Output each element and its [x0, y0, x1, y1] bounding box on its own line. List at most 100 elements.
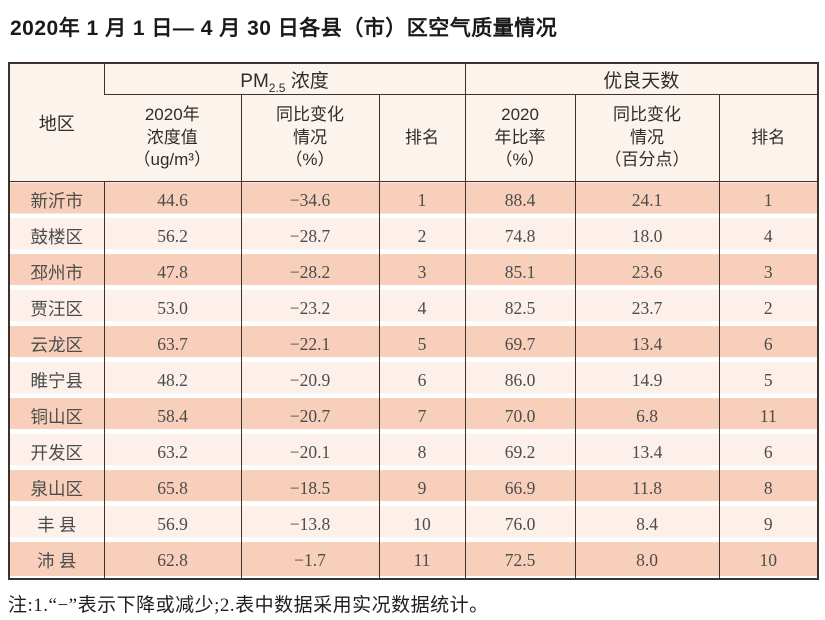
- rank-cell: 9: [378, 470, 466, 506]
- value-cell: 65.8: [103, 470, 241, 506]
- table-row: 开发区 63.2 −20.1 8 69.2 13.4 6: [9, 434, 819, 470]
- value-cell: −28.2: [240, 254, 379, 290]
- header-group-row: 地区 PM2.5 浓度 优良天数: [9, 63, 819, 182]
- table-row: 丰 县 56.9 −13.8 10 76.0 8.4 9: [9, 506, 819, 542]
- table-row: 沛 县 62.8 −1.7 11 72.5 8.0 10: [9, 542, 819, 579]
- rank-cell: 11: [378, 542, 466, 579]
- value-cell: −20.1: [240, 434, 379, 470]
- rank-cell: 7: [378, 398, 466, 434]
- rank-cell: 9: [718, 506, 819, 542]
- table-body: 新沂市 44.6 −34.6 1 88.4 24.1 1 鼓楼区 56.2 −2…: [9, 181, 819, 579]
- pm25-suffix: 浓度: [285, 70, 329, 92]
- header-good-change: 同比变化 情况 （百分点）: [574, 94, 720, 182]
- region-cell: 贾汪区: [9, 290, 104, 326]
- value-cell: 66.9: [464, 470, 576, 506]
- value-cell: 13.4: [574, 434, 720, 470]
- value-cell: 72.5: [464, 542, 576, 579]
- rank-cell: 3: [718, 254, 819, 290]
- pm25-subscript: 2.5: [268, 80, 286, 95]
- value-cell: 13.4: [574, 326, 720, 362]
- rank-cell: 6: [378, 362, 466, 398]
- region-cell: 沛 县: [9, 542, 104, 579]
- value-cell: 24.1: [574, 181, 720, 218]
- value-cell: 53.0: [103, 290, 241, 326]
- value-cell: 76.0: [464, 506, 576, 542]
- value-cell: 44.6: [103, 181, 241, 218]
- table-row: 鼓楼区 56.2 −28.7 2 74.8 18.0 4: [9, 218, 819, 254]
- region-cell: 新沂市: [9, 181, 104, 218]
- rank-cell: 2: [718, 290, 819, 326]
- value-cell: 82.5: [464, 290, 576, 326]
- value-cell: 18.0: [574, 218, 720, 254]
- rank-cell: 10: [378, 506, 466, 542]
- air-quality-table: 地区 PM2.5 浓度 优良天数 2020年 浓度值 （ug/m³） 同比变化 …: [8, 62, 820, 580]
- rank-cell: 3: [378, 254, 466, 290]
- rank-cell: 6: [718, 434, 819, 470]
- pm25-prefix: PM: [240, 70, 269, 92]
- value-cell: 58.4: [103, 398, 241, 434]
- value-cell: 47.8: [103, 254, 241, 290]
- value-cell: −34.6: [240, 181, 379, 218]
- region-cell: 鼓楼区: [9, 218, 104, 254]
- rank-cell: 4: [378, 290, 466, 326]
- table-row: 泉山区 65.8 −18.5 9 66.9 11.8 8: [9, 470, 819, 506]
- rank-cell: 1: [378, 181, 466, 218]
- value-cell: 74.8: [464, 218, 576, 254]
- table-row: 铜山区 58.4 −20.7 7 70.0 6.8 11: [9, 398, 819, 434]
- header-pm25-value: 2020年 浓度值 （ug/m³）: [104, 94, 241, 182]
- header-sub-row: 2020年 浓度值 （ug/m³） 同比变化 情况 （%） 排名 2020 年比…: [9, 94, 819, 182]
- value-cell: 69.7: [464, 326, 576, 362]
- rank-cell: 1: [718, 181, 819, 218]
- header-good-rank: 排名: [718, 94, 819, 182]
- value-cell: 63.2: [103, 434, 241, 470]
- header-good-rate: 2020 年比率 （%）: [464, 94, 576, 182]
- value-cell: 48.2: [103, 362, 241, 398]
- value-cell: −28.7: [240, 218, 379, 254]
- rank-cell: 5: [378, 326, 466, 362]
- value-cell: −20.7: [240, 398, 379, 434]
- rank-cell: 8: [718, 470, 819, 506]
- rank-cell: 10: [718, 542, 819, 579]
- value-cell: 85.1: [464, 254, 576, 290]
- rank-cell: 11: [718, 398, 819, 434]
- table-header: 地区 PM2.5 浓度 优良天数 2020年 浓度值 （ug/m³） 同比变化 …: [9, 63, 819, 182]
- value-cell: 86.0: [464, 362, 576, 398]
- page-title: 2020年 1 月 1 日— 4 月 30 日各县（市）区空气质量情况: [10, 17, 558, 40]
- value-cell: 8.0: [574, 542, 720, 579]
- table-row: 新沂市 44.6 −34.6 1 88.4 24.1 1: [9, 181, 819, 218]
- value-cell: 63.7: [103, 326, 241, 362]
- value-cell: 88.4: [464, 181, 576, 218]
- region-cell: 丰 县: [9, 506, 104, 542]
- region-cell: 云龙区: [9, 326, 104, 362]
- header-good-days-group: 优良天数: [464, 63, 819, 95]
- region-cell: 睢宁县: [9, 362, 104, 398]
- value-cell: 62.8: [103, 542, 241, 579]
- rank-cell: 2: [378, 218, 466, 254]
- value-cell: −13.8: [240, 506, 379, 542]
- value-cell: 14.9: [574, 362, 720, 398]
- value-cell: −1.7: [240, 542, 379, 579]
- value-cell: 23.6: [574, 254, 720, 290]
- table-row: 睢宁县 48.2 −20.9 6 86.0 14.9 5: [9, 362, 819, 398]
- value-cell: 8.4: [574, 506, 720, 542]
- header-pm25-group: PM2.5 浓度: [103, 63, 466, 95]
- table-row: 云龙区 63.7 −22.1 5 69.7 13.4 6: [9, 326, 819, 362]
- region-cell: 开发区: [9, 434, 104, 470]
- value-cell: 70.0: [464, 398, 576, 434]
- footnote: 注:1.“−”表示下降或减少;2.表中数据采用实况数据统计。: [8, 595, 489, 616]
- value-cell: 11.8: [574, 470, 720, 506]
- header-region: 地区: [9, 63, 104, 182]
- value-cell: −22.1: [240, 326, 379, 362]
- region-cell: 泉山区: [9, 470, 104, 506]
- table-row: 贾汪区 53.0 −23.2 4 82.5 23.7 2: [9, 290, 819, 326]
- region-cell: 铜山区: [9, 398, 104, 434]
- value-cell: 69.2: [464, 434, 576, 470]
- value-cell: −18.5: [240, 470, 379, 506]
- region-cell: 邳州市: [9, 254, 104, 290]
- value-cell: −23.2: [240, 290, 379, 326]
- header-pm25-rank: 排名: [378, 94, 466, 182]
- value-cell: 23.7: [574, 290, 720, 326]
- table-row: 邳州市 47.8 −28.2 3 85.1 23.6 3: [9, 254, 819, 290]
- value-cell: 6.8: [574, 398, 720, 434]
